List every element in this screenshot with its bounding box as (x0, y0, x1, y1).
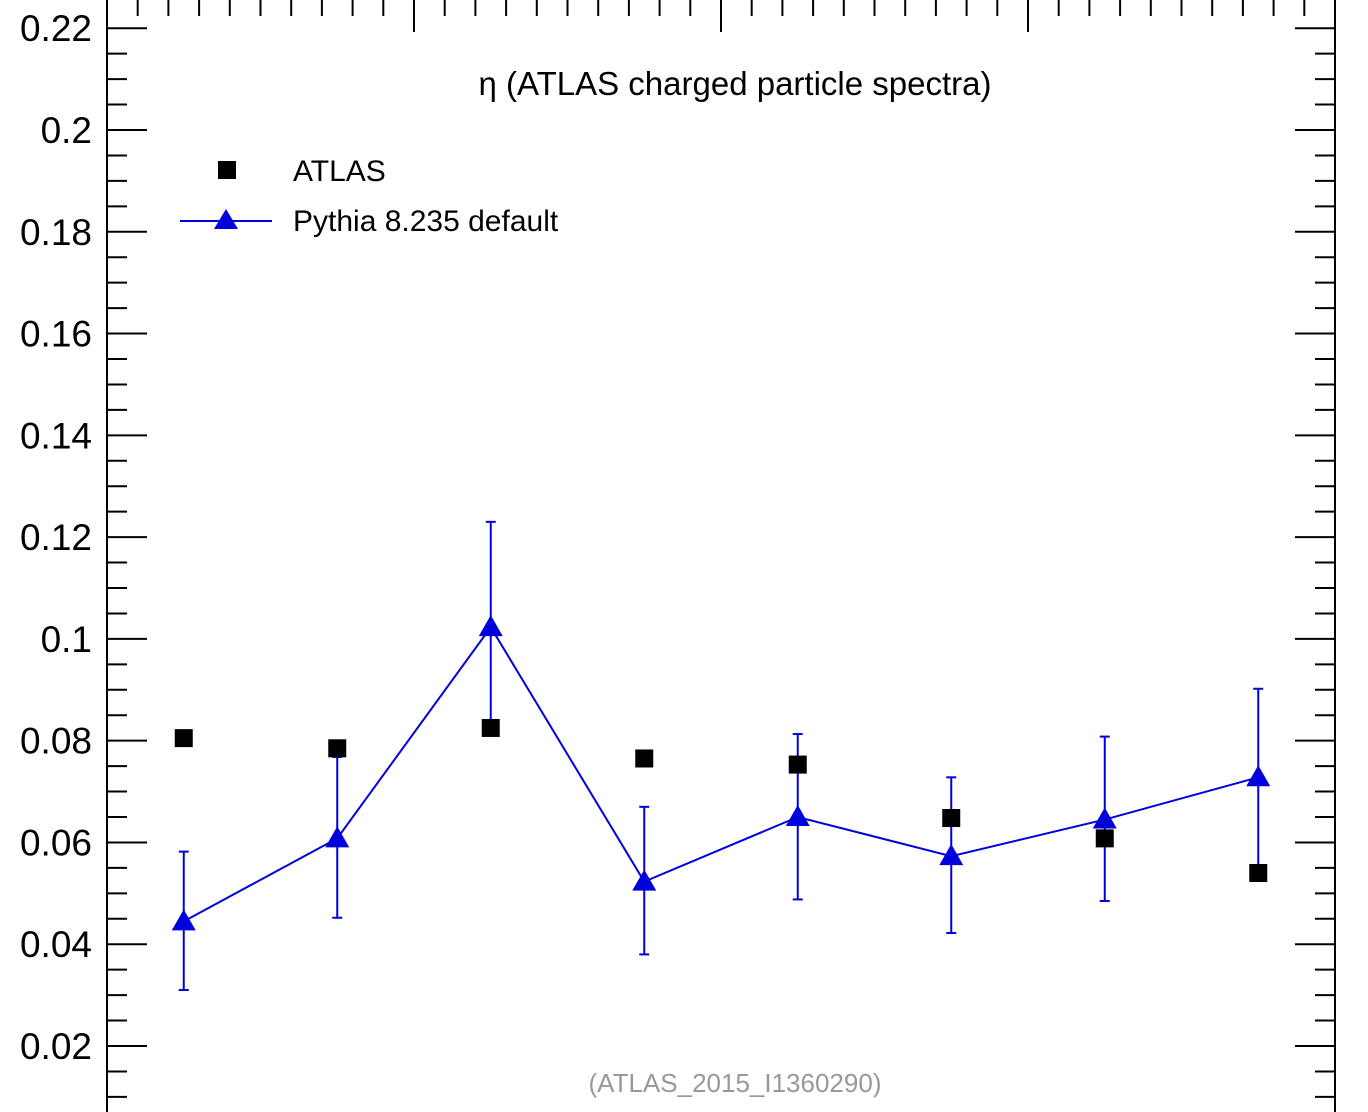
source-annotation: (ATLAS_2015_I1360290) (589, 1068, 882, 1098)
pythia-data-point (325, 826, 350, 848)
atlas-data-point (174, 729, 193, 748)
atlas-data-point (328, 739, 347, 758)
y-tick-label: 0.06 (20, 822, 92, 863)
pythia-series-line (183, 625, 1259, 923)
y-tick-label: 0.02 (20, 1026, 92, 1067)
y-tick-label: 0.22 (20, 8, 92, 49)
y-tick-label: 0.1 (41, 619, 92, 660)
atlas-data-point (1095, 829, 1114, 848)
legend-pythia-marker (214, 209, 238, 229)
data-series (171, 520, 1271, 992)
pythia-data-point (632, 869, 657, 891)
y-axis-tick-labels: 0.02 0.04 0.06 0.08 0.1 0.12 0.14 0.16 0.18 0.2 0.… (20, 8, 92, 1067)
atlas-data-point (942, 809, 961, 828)
pythia-data-point (939, 844, 964, 866)
atlas-data-point (635, 749, 654, 768)
y-tick-label: 0.18 (20, 212, 92, 253)
atlas-data-point (1249, 863, 1268, 882)
axis-ticks (106, 0, 1336, 1098)
y-tick-label: 0.16 (20, 314, 92, 355)
legend-atlas-label: ATLAS (293, 155, 386, 188)
y-tick-label: 0.12 (20, 517, 92, 558)
legend-pythia-label: Pythia 8.235 default (293, 205, 559, 238)
plot-frame (106, 0, 1336, 1112)
y-tick-label: 0.08 (20, 721, 92, 762)
legend-atlas-marker (218, 161, 236, 179)
legend: ATLAS Pythia 8.235 default (180, 155, 559, 238)
y-tick-label: 0.14 (20, 415, 92, 456)
pythia-data-point (478, 615, 503, 637)
y-tick-label: 0.2 (41, 110, 92, 151)
pythia-data-point (1246, 765, 1271, 787)
atlas-data-point (788, 755, 807, 774)
y-tick-label: 0.04 (20, 924, 92, 965)
pythia-data-point (171, 909, 196, 931)
atlas-data-point (481, 718, 500, 737)
chart-title: η (ATLAS charged particle spectra) (479, 65, 992, 102)
pythia-data-point (1092, 807, 1117, 829)
pythia-data-point (785, 805, 810, 826)
